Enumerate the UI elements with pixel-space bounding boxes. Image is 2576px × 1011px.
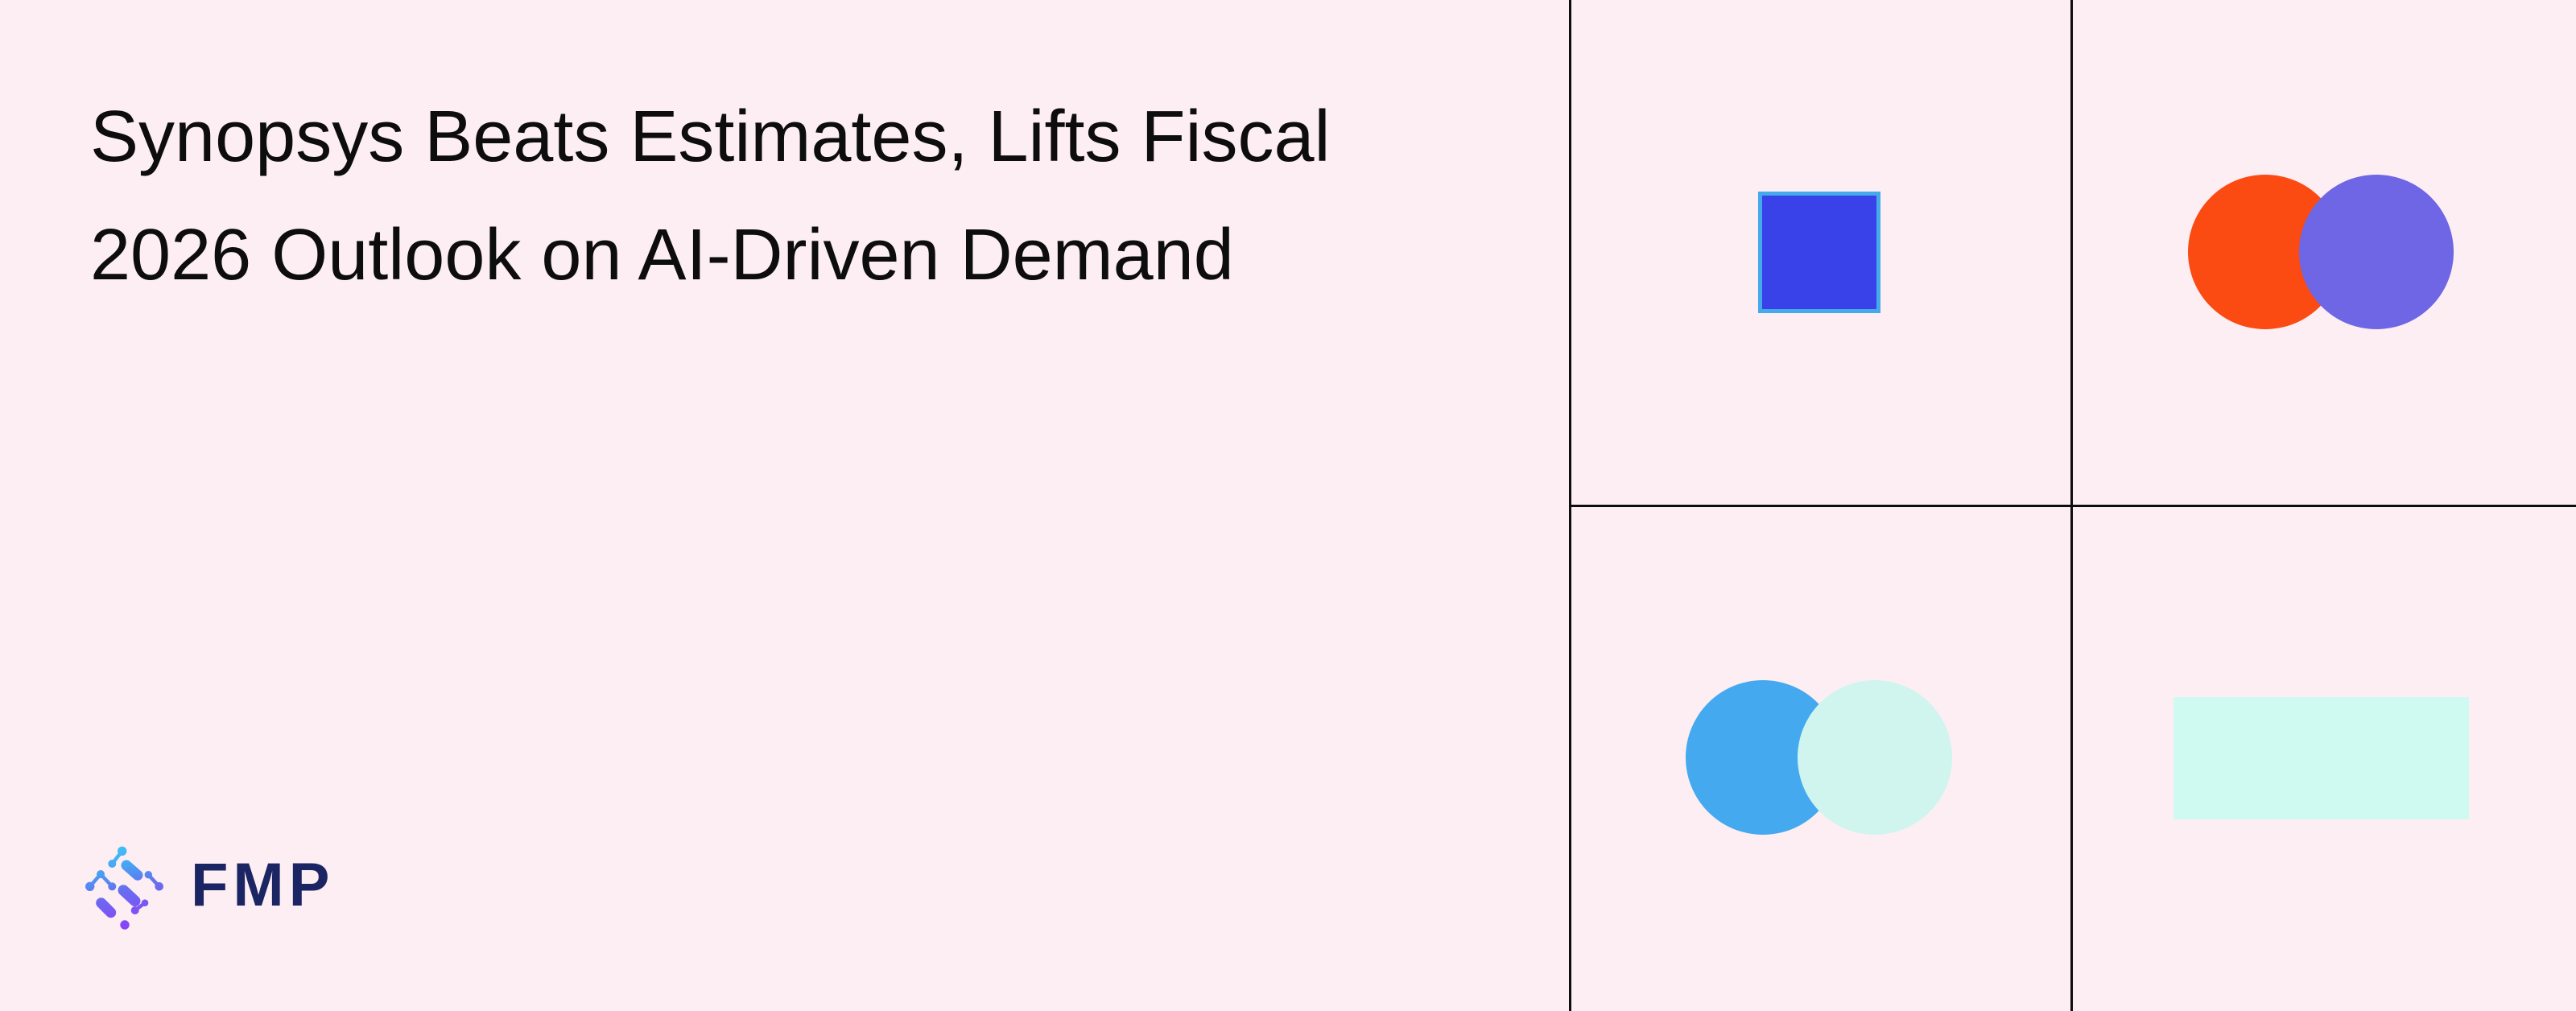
headline-line-1: Synopsys Beats Estimates, Lifts Fiscal — [90, 97, 1331, 177]
fmp-logo-icon — [85, 846, 163, 930]
fmp-logo-text: FMP — [191, 851, 335, 919]
fmp-logo: FMP — [76, 837, 415, 942]
purple-circle-shape — [2299, 175, 2454, 329]
grid-line-horizontal — [1569, 505, 2576, 507]
headline: Synopsys Beats Estimates, Lifts Fiscal 2… — [90, 78, 1523, 315]
blue-square-shape — [1758, 192, 1880, 313]
headline-line-2: 2026 Outlook on AI-Driven Demand — [90, 215, 1234, 295]
mint-circle-shape — [1798, 680, 1952, 835]
mint-rectangle-shape — [2174, 697, 2469, 819]
